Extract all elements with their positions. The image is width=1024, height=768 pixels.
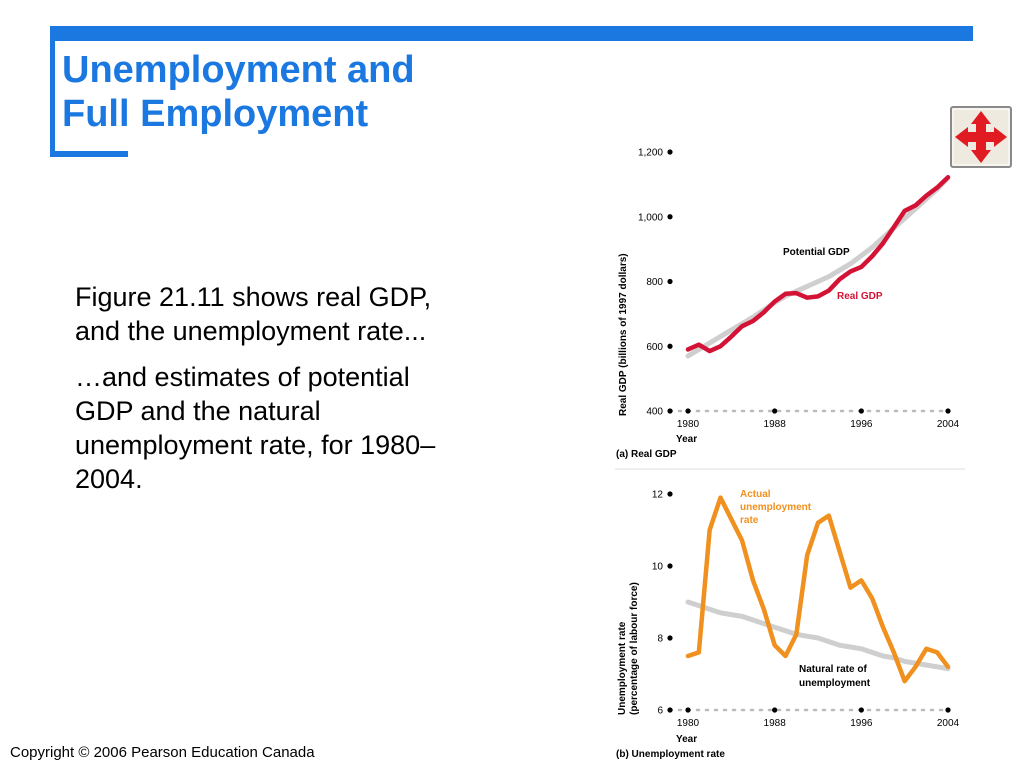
chart-b-ytick-dot: [667, 707, 673, 713]
chart-a-xtick-label: 2004: [937, 419, 960, 430]
chart-b-ylabel-line-2: (percentage of labour force): [629, 582, 640, 715]
chart-a-ytick-dot: [667, 408, 673, 414]
chart-b-series-actual-line: [685, 495, 951, 684]
chart-a-ytick-dot: [667, 149, 673, 155]
chart-b-xtick-dot: [858, 707, 864, 713]
chart-b-xtick-label: 1996: [850, 718, 873, 729]
chart-a-label-potential: Potential GDP: [783, 247, 850, 258]
chart-a-xtick-label: 1988: [764, 419, 787, 430]
chart-b-xtick-dot: [945, 707, 951, 713]
chart-a-ytick-dot: [667, 278, 673, 285]
chart-a-xtick-dot: [858, 408, 864, 414]
top-accent-bar: [50, 26, 973, 41]
chart-b-xtick-dot: [685, 707, 691, 713]
slide-title-line-1: Unemployment and: [62, 49, 415, 91]
chart-b-xtick-label: 2004: [937, 718, 960, 729]
chart-b-caption: (b) Unemployment rate: [616, 749, 725, 760]
chart-b-ytick-label: 8: [657, 634, 663, 645]
chart-a-ytick-label: 400: [646, 407, 663, 418]
chart-b-label-natural: Natural rate of unemployment: [799, 664, 871, 689]
body-paragraph-1: Figure 21.11 shows real GDP, and the une…: [75, 282, 432, 346]
chart-a-label-real: Real GDP: [837, 291, 883, 302]
chart-a-ytick-label: 1,000: [638, 212, 663, 223]
chart-a-ytick-dot: [667, 343, 673, 349]
title-underline-bar: [50, 151, 128, 157]
chart-a-ytick-label: 800: [646, 277, 663, 288]
chart-b-plot: 6 8 10 12 1980 1988 1996 2004: [652, 490, 960, 730]
chart-b-ytick-label: 10: [652, 562, 664, 573]
chart-b-ytick-dot: [667, 563, 673, 569]
chart-b-series-reference-line: [685, 599, 951, 672]
chart-a-ytick-dot: [667, 214, 673, 220]
chart-b-ytick-label: 12: [652, 490, 664, 501]
chart-b-xtick-label: 1980: [677, 718, 700, 729]
chart-a-xtick-label: 1980: [677, 419, 700, 430]
chart-b-xtick-dot: [772, 707, 778, 713]
chart-b-ytick-label: 6: [657, 706, 663, 717]
chart-b-xtick-label: 1988: [764, 718, 787, 729]
chart-a-xtick-label: 1996: [850, 419, 873, 430]
slide-body: Figure 21.11 shows real GDP, and the une…: [75, 280, 455, 508]
chart-a-series-reference-line: [685, 175, 951, 359]
unemployment-chart: Unemployment rate (percentage of labour …: [616, 489, 960, 760]
chart-a-ytick-label: 1,200: [638, 148, 663, 159]
chart-a-ytick-label: 600: [646, 342, 663, 353]
body-paragraph-2: …and estimates of potential GDP and the …: [75, 362, 436, 494]
chart-a-series-actual-line: [685, 175, 951, 354]
four-arrows-move-icon[interactable]: [950, 106, 1012, 168]
slide-title-line-2: Full Employment: [62, 93, 369, 135]
chart-a-caption: (a) Real GDP: [616, 449, 677, 460]
chart-b-ytick-dot: [667, 491, 673, 497]
left-accent-bar: [50, 26, 55, 156]
chart-a-xlabel: Year: [676, 434, 697, 445]
chart-a-xtick-dot: [685, 408, 691, 414]
chart-b-ytick-dot: [667, 635, 673, 641]
chart-a-plot: 400 600 800 1,000 1,200 1980 1988 1996 2004: [638, 148, 960, 431]
chart-b-label-actual: Actual unemployment rate: [740, 489, 814, 526]
chart-b-ylabel-line-1: Unemployment rate: [617, 621, 628, 715]
chart-a-ylabel: Real GDP (billions of 1997 dollars): [618, 253, 629, 416]
chart-b-xlabel: Year: [676, 734, 697, 745]
chart-a-xtick-dot: [945, 408, 951, 414]
slide-title: Unemployment and Full Employment: [62, 48, 415, 136]
chart-a-xtick-dot: [772, 408, 778, 414]
copyright-notice: Copyright © 2006 Pearson Education Canad…: [10, 744, 315, 761]
real-gdp-chart: Real GDP (billions of 1997 dollars) 400 6…: [615, 148, 965, 470]
chart-b-ylabel: Unemployment rate (percentage of labour …: [617, 582, 640, 715]
